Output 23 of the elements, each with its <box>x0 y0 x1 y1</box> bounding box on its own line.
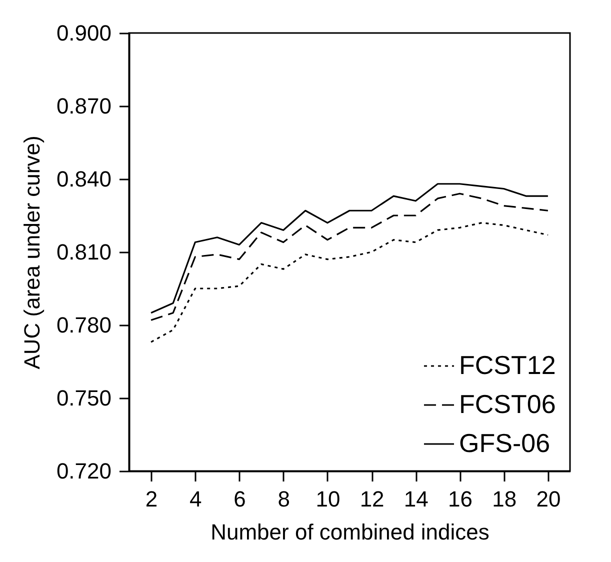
y-axis-title: AUC (area under curve) <box>19 136 44 370</box>
y-tick-label: 0.810 <box>56 240 112 264</box>
legend-label: FCST06 <box>459 389 556 419</box>
legend-label: GFS-06 <box>459 428 550 458</box>
x-tick-label: 2 <box>145 486 158 512</box>
y-tick-label: 0.780 <box>56 312 112 338</box>
y-tick-label: 0.870 <box>56 94 112 118</box>
x-axis-title: Number of combined indices <box>210 520 490 544</box>
y-tick-label: 0.840 <box>56 166 112 192</box>
x-tick-label: 12 <box>360 486 384 512</box>
x-tick-label: 8 <box>278 486 290 512</box>
x-tick-label: 4 <box>190 486 202 512</box>
x-tick-label: 18 <box>492 486 517 512</box>
y-tick-label: 0.720 <box>56 458 112 484</box>
legend-label: FCST12 <box>459 350 556 380</box>
x-tick-label: 10 <box>316 486 340 512</box>
x-tick-label: 20 <box>536 486 561 512</box>
y-tick-label: 0.750 <box>56 386 112 410</box>
line-series <box>150 222 549 343</box>
x-tick-label: 6 <box>234 486 246 512</box>
y-tick-label: 0.900 <box>56 20 112 46</box>
x-tick-label: 16 <box>448 486 472 512</box>
x-tick-label: 14 <box>404 486 428 512</box>
